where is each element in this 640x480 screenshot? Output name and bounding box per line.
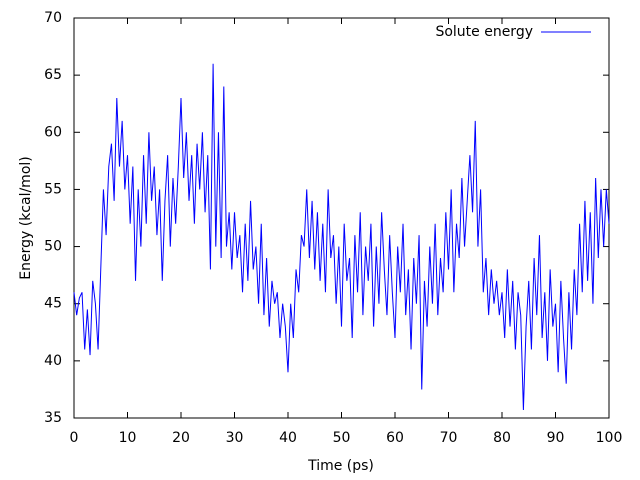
- x-tick-label: 10: [119, 430, 137, 446]
- y-tick-label: 60: [44, 124, 62, 140]
- y-tick-label: 50: [44, 239, 62, 255]
- y-tick-label: 40: [44, 353, 62, 369]
- x-tick-label: 60: [386, 430, 404, 446]
- x-tick-label: 30: [226, 430, 244, 446]
- y-tick-label: 55: [44, 181, 62, 197]
- x-tick-label: 50: [333, 430, 351, 446]
- y-tick-label: 65: [44, 67, 62, 83]
- x-tick-label: 70: [440, 430, 458, 446]
- plot-frame: [73, 17, 610, 419]
- data-line: [73, 63, 610, 411]
- y-axis-label: Energy (kcal/mol): [18, 156, 34, 279]
- x-axis-label: Time (ps): [307, 458, 374, 474]
- x-tick-label: 90: [547, 430, 565, 446]
- x-tick-label: 0: [70, 430, 79, 446]
- y-tick-label: 45: [44, 296, 62, 312]
- legend-label: Solute energy: [435, 24, 533, 40]
- x-tick-label: 20: [172, 430, 190, 446]
- x-tick-label: 100: [596, 430, 623, 446]
- x-tick-label: 80: [493, 430, 511, 446]
- y-tick-label: 70: [44, 10, 62, 26]
- y-tick-label: 35: [44, 410, 62, 426]
- x-tick-label: 40: [279, 430, 297, 446]
